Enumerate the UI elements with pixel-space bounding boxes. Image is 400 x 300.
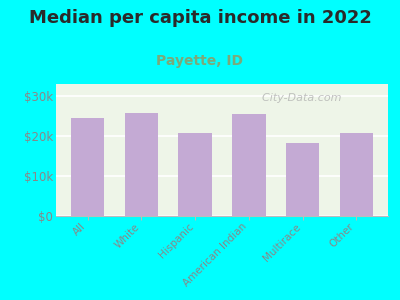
Bar bbox=[125, 113, 158, 216]
Bar bbox=[178, 133, 212, 216]
Text: City-Data.com: City-Data.com bbox=[255, 93, 342, 103]
Bar bbox=[71, 118, 104, 216]
Text: Median per capita income in 2022: Median per capita income in 2022 bbox=[28, 9, 372, 27]
Bar bbox=[232, 114, 266, 216]
Text: Payette, ID: Payette, ID bbox=[156, 54, 244, 68]
Bar bbox=[340, 133, 373, 216]
Bar bbox=[286, 143, 319, 216]
